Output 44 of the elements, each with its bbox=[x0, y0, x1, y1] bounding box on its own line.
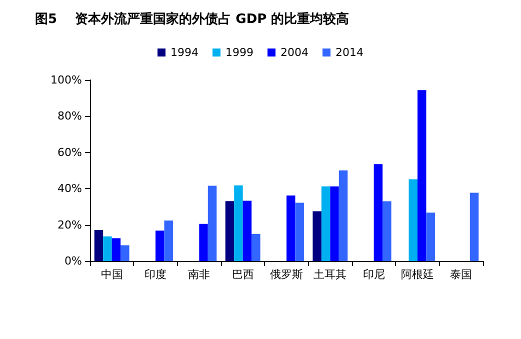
bar bbox=[295, 202, 304, 261]
bar bbox=[103, 236, 112, 261]
bar bbox=[470, 192, 479, 261]
bar bbox=[199, 224, 208, 261]
x-tick-label: 土耳其 bbox=[314, 268, 347, 281]
x-tick-label: 巴西 bbox=[232, 268, 254, 281]
bar bbox=[234, 185, 243, 261]
bar bbox=[208, 186, 217, 261]
x-tick-label: 阿根廷 bbox=[401, 268, 434, 281]
legend-label: 1994 bbox=[170, 46, 199, 59]
bar bbox=[374, 164, 383, 261]
bar bbox=[225, 201, 234, 261]
bar bbox=[408, 179, 418, 261]
y-tick-label: 100% bbox=[50, 74, 82, 86]
bar bbox=[94, 230, 104, 261]
x-tick-label: 印度 bbox=[144, 268, 166, 281]
x-tick-label: 俄罗斯 bbox=[270, 268, 303, 281]
legend-label: 2004 bbox=[280, 46, 308, 59]
y-tick-label: 40% bbox=[58, 182, 82, 196]
x-tick-label: 南非 bbox=[188, 268, 210, 281]
legend-label: 1999 bbox=[226, 46, 254, 59]
x-tick-label: 印尼 bbox=[362, 268, 385, 281]
y-tick-label: 80% bbox=[58, 110, 82, 123]
legend-label: 2014 bbox=[335, 46, 364, 59]
y-tick-label: 60% bbox=[58, 146, 82, 159]
bar bbox=[338, 170, 348, 261]
x-tick-label: 泰国 bbox=[450, 268, 472, 281]
y-tick-label: 20% bbox=[58, 218, 82, 232]
bar bbox=[330, 186, 339, 261]
chart-title: 图5 资本外流严重国家的外债占 GDP 的比重均较高 bbox=[35, 11, 350, 27]
bar bbox=[112, 238, 121, 261]
bar bbox=[321, 186, 330, 261]
bar bbox=[382, 201, 392, 261]
bar bbox=[418, 90, 426, 261]
bar bbox=[120, 245, 130, 261]
y-tick-label: 0% bbox=[64, 254, 82, 268]
bar bbox=[156, 230, 164, 261]
bar bbox=[164, 220, 173, 261]
bar bbox=[426, 212, 435, 261]
bar bbox=[252, 234, 260, 261]
bar bbox=[242, 200, 252, 261]
bar bbox=[286, 195, 296, 261]
bar bbox=[312, 211, 322, 261]
x-tick-label: 中国 bbox=[100, 268, 123, 281]
